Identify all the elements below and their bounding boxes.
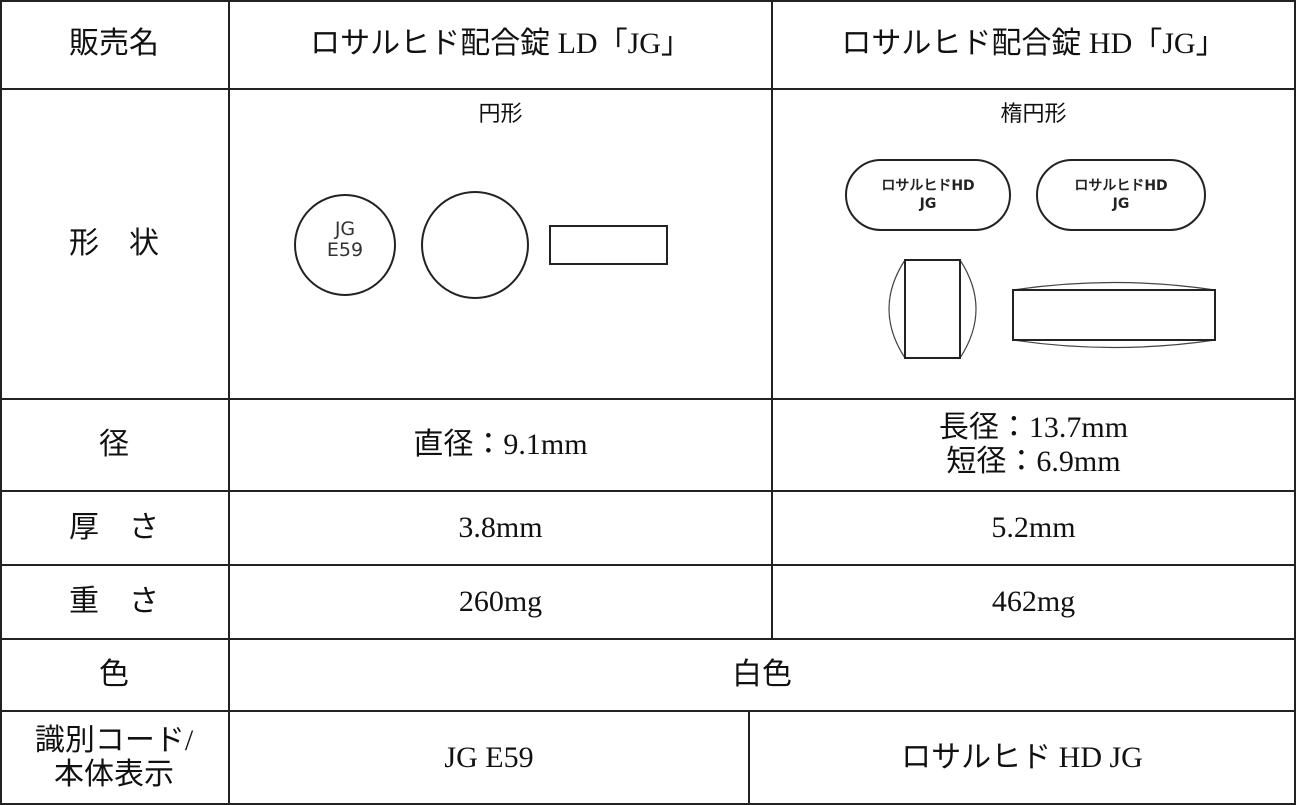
row-label: 販売名 <box>0 0 230 90</box>
imprint: E59 <box>327 239 363 261</box>
label-text: 本体表示 <box>54 757 174 791</box>
label-text: 識別コード/ <box>34 723 194 757</box>
row-label: 色 <box>0 640 230 712</box>
cell: 直径：9.1mm <box>230 400 773 492</box>
border <box>0 0 2 805</box>
label-text: 販売名 <box>69 27 159 60</box>
row-label: 重 さ <box>0 566 230 640</box>
cell: 円形 JG E59 <box>230 90 773 400</box>
shape-caption: 楕円形 <box>1000 102 1067 127</box>
cell-text: ロサルヒド HD JG <box>901 740 1143 774</box>
border <box>0 0 1296 2</box>
label-text: 径 <box>99 428 129 461</box>
tablet-drawing: JG E59 <box>294 191 669 299</box>
cell-text: ロサルヒド配合錠 LD「JG」 <box>310 27 691 60</box>
cell-text: ロサルヒド配合錠 HD「JG」 <box>841 27 1226 60</box>
cell-text: 5.2mm <box>991 511 1076 544</box>
cell: 長径：13.7mm 短径：6.9mm <box>773 400 1296 492</box>
imprint: JG <box>334 218 355 240</box>
cell: JG E59 <box>230 712 750 805</box>
row-label: 径 <box>0 400 230 492</box>
cell-text: 3.8mm <box>458 511 543 544</box>
cell: 260mg <box>230 566 773 640</box>
imprint: ロサルヒドHD <box>1074 178 1167 194</box>
imprint: ロサルヒドHD <box>881 178 974 194</box>
cell: 3.8mm <box>230 492 773 566</box>
label-text: 厚 さ <box>69 511 159 544</box>
imprint: JG <box>919 196 937 212</box>
cell: 5.2mm <box>773 492 1296 566</box>
shape-caption: 円形 <box>478 102 523 127</box>
label-text: 形 状 <box>69 227 159 260</box>
cell-text: 260mg <box>458 585 543 618</box>
cell-text: 長径：13.7mm <box>938 411 1129 444</box>
label-text: 重 さ <box>69 585 159 618</box>
cell-text: 白色 <box>732 658 792 691</box>
cell: 462mg <box>773 566 1296 640</box>
row-label: 識別コード/本体表示 <box>0 712 230 805</box>
imprint: JG <box>1112 196 1130 212</box>
cell: 白色 <box>230 640 1296 712</box>
tablet-drawing: ロサルヒドHD JG ロサルヒドHD JG <box>845 159 1216 359</box>
cell-text: 直径：9.1mm <box>413 428 588 461</box>
cell: 楕円形 ロサルヒドHD JG ロサルヒドHD JG <box>773 90 1296 400</box>
cell-text: 短径：6.9mm <box>946 445 1121 478</box>
cell: ロサルヒド配合錠 HD「JG」 <box>773 0 1296 90</box>
cell-text: 462mg <box>991 585 1076 618</box>
cell: ロサルヒド配合錠 LD「JG」 <box>230 0 773 90</box>
label-text: 色 <box>99 658 129 691</box>
cell-text: JG E59 <box>444 740 534 774</box>
row-label: 厚 さ <box>0 492 230 566</box>
row-label: 形 状 <box>0 90 230 400</box>
cell: ロサルヒド HD JG <box>750 712 1296 805</box>
